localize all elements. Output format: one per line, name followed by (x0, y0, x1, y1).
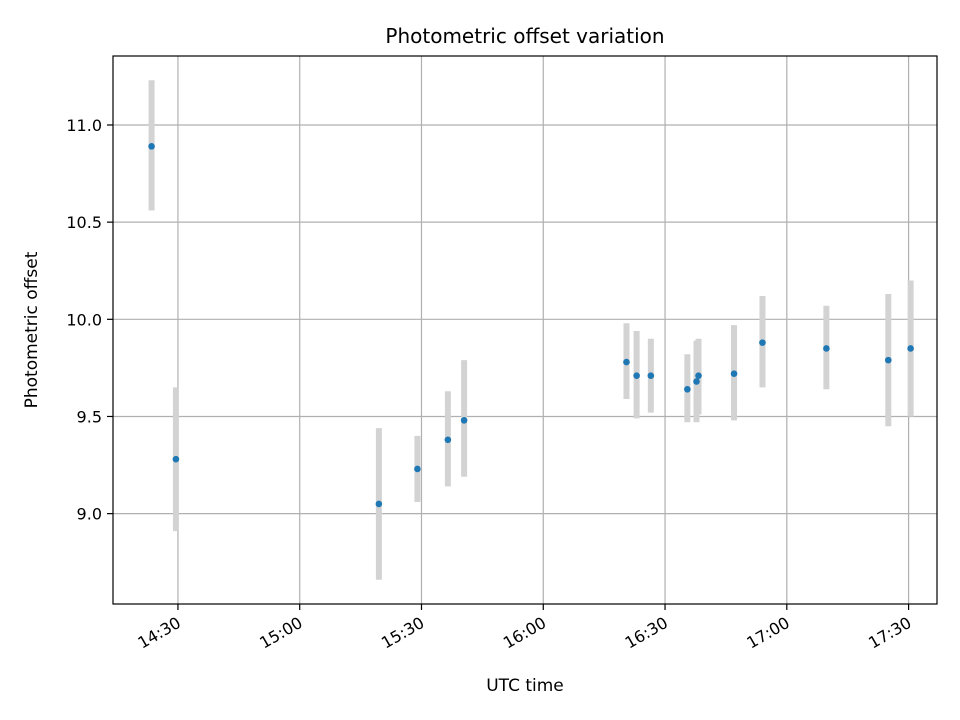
x-tick-label: 16:00 (500, 613, 549, 653)
data-point (148, 143, 155, 150)
x-axis-title: UTC time (486, 676, 564, 696)
data-point (647, 372, 655, 379)
x-tick-label: 15:00 (256, 613, 305, 653)
x-tick-label: 17:30 (865, 613, 914, 653)
error-bars (148, 80, 914, 580)
data-point (460, 417, 468, 424)
data-point (693, 378, 700, 385)
data-point (823, 345, 830, 352)
y-axis-title: Photometric offset (22, 251, 42, 408)
data-point (172, 455, 180, 463)
y-tick-label: 9.5 (77, 407, 102, 426)
y-tick-label: 10.5 (66, 213, 102, 232)
data-point (759, 339, 766, 346)
data-point (730, 370, 738, 378)
data-point (633, 372, 640, 379)
data-point (444, 436, 452, 444)
y-tick-label: 11.0 (66, 116, 102, 135)
data-point (907, 345, 914, 352)
data-point (623, 358, 630, 366)
data-point (414, 465, 421, 473)
x-tick-label: 14:30 (135, 613, 184, 653)
chart-title: Photometric offset variation (385, 24, 664, 48)
data-point (375, 500, 383, 508)
data-point (695, 372, 702, 379)
data-point (884, 356, 892, 364)
data-point (684, 385, 691, 393)
x-tick-label: 16:30 (622, 613, 671, 653)
x-tick-label: 17:00 (743, 613, 792, 653)
data-points (148, 143, 914, 508)
y-tick-label: 10.0 (66, 310, 102, 329)
plot-frame (112, 55, 938, 605)
x-tick-label: 15:30 (378, 613, 427, 653)
grid-lines (113, 56, 937, 604)
y-tick-label: 9.0 (77, 505, 102, 524)
